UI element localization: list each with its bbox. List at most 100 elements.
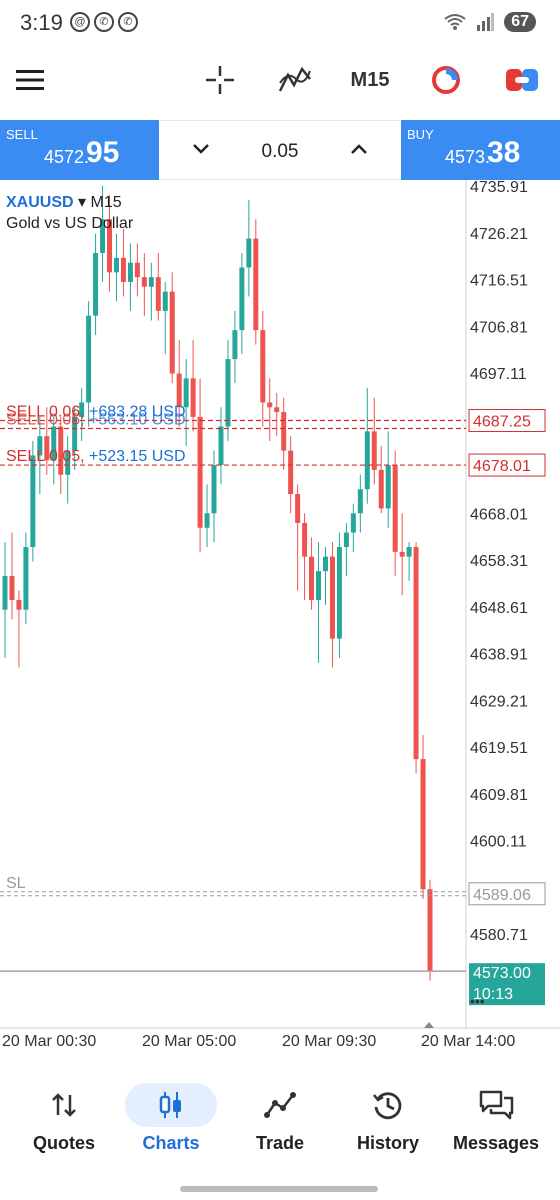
order-label: SELL 0.05, +563.10 USD — [6, 411, 186, 428]
whatsapp-icon: ✆ — [94, 12, 114, 32]
candle-body — [162, 291, 168, 311]
symbol-header: XAUUSD ▾ M15 — [6, 192, 122, 212]
candle-body — [93, 253, 99, 316]
trade-button[interactable] — [504, 50, 540, 110]
timeframe-button[interactable]: M15 — [345, 50, 395, 110]
current-price-box — [469, 963, 545, 1006]
candle-body — [350, 513, 356, 533]
volume-value[interactable]: 0.05 — [261, 141, 299, 162]
candle-body — [86, 315, 92, 403]
price-tick-label: 4706.81 — [470, 319, 528, 336]
candle-body — [141, 277, 147, 287]
sell-price-main: 4572. — [44, 147, 90, 167]
candle-body — [23, 547, 29, 610]
time-tick-label: 20 Mar 05:00 — [142, 1033, 236, 1050]
candle-body — [51, 426, 57, 461]
candle-body — [120, 257, 126, 282]
indicators-button[interactable] — [275, 50, 315, 110]
candle-body — [260, 330, 266, 403]
nav-messages[interactable]: Messages — [440, 1075, 552, 1175]
one-click-trade-bar: SELL 4572. 95 0.05 BUY 4573. 38 — [0, 120, 560, 180]
symbol-name[interactable]: XAUUSD — [6, 194, 74, 211]
candle-body — [79, 402, 85, 417]
chart-canvas[interactable]: 4735.91 4726.21 4716.51 4706.81 4697.11 4687.… — [0, 180, 560, 1060]
volume-decrease-button[interactable] — [191, 139, 211, 164]
candle-body — [225, 359, 231, 427]
menu-button[interactable] — [12, 50, 48, 110]
nav-trade[interactable]: Trade — [224, 1075, 336, 1175]
candle-body — [204, 513, 210, 528]
buy-price-main: 4573. — [445, 147, 491, 167]
candle-body — [169, 291, 175, 374]
candle-body — [232, 330, 238, 360]
candle-body — [113, 257, 119, 273]
candle-body — [65, 450, 71, 475]
price-tick-label: 4629.21 — [470, 693, 528, 710]
candle-body — [420, 759, 426, 890]
candle-body — [44, 436, 50, 461]
sl-price-box — [468, 882, 546, 906]
price-tick-label: 4735.91 — [470, 180, 528, 196]
nav-quotes[interactable]: Quotes — [8, 1075, 120, 1175]
sell-button[interactable]: SELL 4572. 95 — [0, 120, 159, 180]
candle-body — [253, 238, 259, 331]
gesture-home-bar[interactable] — [180, 1186, 378, 1192]
candle-body — [211, 465, 217, 514]
price-tick-label: 4726.21 — [470, 226, 528, 243]
status-bar: 3:19 @ ✆ ✆ 67 — [0, 0, 560, 48]
sl-price-label: 4589.06 — [473, 887, 531, 904]
volume-increase-button[interactable] — [349, 139, 369, 164]
buy-button[interactable]: BUY 4573. 38 — [401, 120, 560, 180]
nav-label-quotes: Quotes — [32, 1133, 95, 1153]
candle-body — [176, 373, 182, 408]
candle-body — [357, 489, 363, 514]
candle-body — [127, 262, 133, 282]
candle-body — [37, 436, 43, 456]
price-tick-label: 4668.01 — [470, 506, 528, 523]
nav-label-trade: Trade — [255, 1133, 305, 1153]
time-tick-label: 20 Mar 00:30 — [2, 1033, 96, 1050]
wifi-icon — [444, 14, 466, 30]
price-tick-label: 4716.51 — [470, 273, 528, 290]
candle-body — [413, 547, 419, 760]
status-time: 3:19 — [20, 10, 63, 35]
candle-body — [343, 532, 349, 548]
candle-body — [30, 455, 36, 548]
chevron-down-icon — [193, 144, 209, 154]
indicators-icon — [278, 66, 311, 92]
chart-toolbar: M15 — [0, 50, 560, 110]
chat-icon — [440, 1087, 552, 1123]
buy-price-big: 38 — [487, 136, 521, 169]
price-chart[interactable]: 4735.91 4726.21 4716.51 4706.81 4697.11 4687.… — [0, 180, 560, 1060]
trend-line-icon — [224, 1087, 336, 1123]
volume-control: 0.05 — [159, 120, 401, 180]
candle-body — [392, 465, 398, 552]
price-tick-label: 4658.31 — [470, 553, 528, 570]
signal-icon — [477, 13, 495, 31]
candle-body — [2, 575, 8, 610]
candle-body — [302, 522, 308, 557]
candles-icon — [115, 1083, 227, 1127]
chevron-up-icon — [351, 144, 367, 154]
candle-body — [267, 402, 273, 408]
trade-icon — [506, 69, 538, 91]
order-price-label: 4678.01 — [473, 458, 531, 475]
candle-body — [183, 378, 189, 408]
candle-body — [385, 465, 391, 509]
last-candle-marker — [424, 1022, 434, 1028]
sort-arrows-icon — [8, 1087, 120, 1123]
one-click-trading-button[interactable] — [428, 50, 464, 110]
time-tick-label: 20 Mar 09:30 — [282, 1033, 376, 1050]
time-tick-label: 20 Mar 14:00 — [421, 1033, 515, 1050]
candle-body — [309, 556, 315, 601]
nav-charts[interactable]: Charts — [115, 1075, 227, 1175]
crosshair-button[interactable] — [200, 50, 240, 110]
bottom-navigation: Quotes Charts Trade History — [0, 1075, 560, 1185]
candle-body — [399, 551, 405, 557]
candle-body — [197, 416, 203, 528]
nav-history[interactable]: History — [332, 1075, 444, 1175]
candle-body — [134, 262, 140, 278]
candle-body — [16, 600, 22, 610]
price-tick-label: 4600.11 — [470, 834, 527, 851]
